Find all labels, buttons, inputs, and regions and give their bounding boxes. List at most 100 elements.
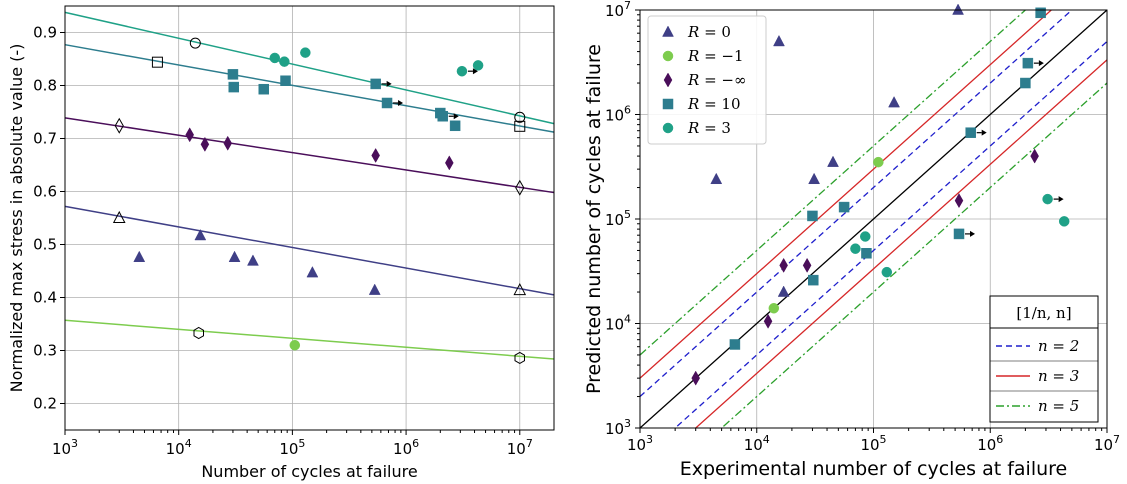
data-point xyxy=(802,257,812,273)
data-point xyxy=(368,283,381,295)
left-y-axis-label: Normalized max stress in absolute value … xyxy=(7,44,26,393)
legend-marker xyxy=(663,72,673,88)
runout-arrow xyxy=(1053,196,1064,203)
legend-label: R = 10 xyxy=(687,95,741,113)
legend-label: R = 3 xyxy=(687,119,731,137)
data-point xyxy=(808,274,819,286)
data-point xyxy=(850,243,861,254)
data-point xyxy=(456,65,468,77)
band-legend-box xyxy=(989,295,1099,423)
data-point xyxy=(223,135,233,151)
data-point xyxy=(300,47,311,58)
legend-marker xyxy=(662,122,674,134)
data-point xyxy=(227,69,239,80)
data-point xyxy=(779,257,788,273)
open-marker xyxy=(114,117,124,134)
runout-arrow xyxy=(448,113,459,120)
data-point xyxy=(472,60,484,71)
fit-line xyxy=(64,11,555,125)
legend-box xyxy=(647,15,767,145)
band-upper-line xyxy=(640,10,1053,379)
x-tick-label: 104 xyxy=(744,433,770,454)
x-tick-label: 105 xyxy=(860,433,886,454)
y-tick-label: 0.3 xyxy=(33,342,57,360)
y-tick-label: 0.5 xyxy=(33,236,57,254)
legend-marker xyxy=(662,50,674,62)
data-point xyxy=(1042,193,1053,205)
open-marker xyxy=(513,283,527,296)
data-point xyxy=(1030,148,1039,164)
data-point xyxy=(200,136,210,152)
x-tick-label: 107 xyxy=(507,437,533,458)
left-fit-lines xyxy=(64,11,555,360)
data-point xyxy=(808,172,821,185)
data-point xyxy=(691,370,700,386)
data-point xyxy=(280,75,291,86)
band-legend-title: [1/n, n] xyxy=(1016,304,1071,322)
left-axes-frame xyxy=(64,5,555,431)
legend-marker xyxy=(662,25,674,37)
data-point xyxy=(279,56,290,67)
runout-arrow xyxy=(381,80,392,87)
runout-arrow xyxy=(467,68,478,75)
data-point xyxy=(763,313,773,329)
band-legend-label: n = 2 xyxy=(1038,337,1079,355)
x-tick-label: 105 xyxy=(279,437,305,458)
data-point xyxy=(729,339,741,350)
data-point xyxy=(371,147,380,163)
data-point xyxy=(1020,77,1031,89)
data-point xyxy=(449,120,461,132)
fit-line xyxy=(64,117,555,194)
data-point xyxy=(247,254,259,266)
data-point xyxy=(445,155,454,171)
y-tick-label: 0.2 xyxy=(33,395,57,413)
right-y-axis-label: Predicted number of cycles at failure xyxy=(583,44,605,394)
left-panel: 103 104 105 106 1070.20.30.40.50.60.70.80.9 … xyxy=(7,5,555,481)
runout-arrow xyxy=(976,129,987,136)
data-point xyxy=(1058,216,1070,227)
band-lower-line xyxy=(694,59,1107,428)
band-legend: [1/n, n] n = 2 n = 3 n = 5 xyxy=(989,295,1099,423)
right-band-lines xyxy=(640,10,1107,428)
data-point xyxy=(777,285,790,297)
open-marker xyxy=(112,210,126,223)
y-tick-label: 0.8 xyxy=(33,77,57,95)
runout-arrow xyxy=(393,99,404,106)
series-legend: R = 0 R = −1 R = −∞ R = 10 R = 3 xyxy=(647,15,767,145)
open-marker xyxy=(515,179,525,196)
data-point xyxy=(953,228,965,240)
data-point xyxy=(965,127,976,138)
data-point xyxy=(807,210,818,222)
open-marker xyxy=(151,56,163,68)
band-legend-label: n = 3 xyxy=(1038,367,1079,385)
data-point xyxy=(888,96,900,108)
x-tick-label: 104 xyxy=(166,437,192,458)
data-point xyxy=(860,231,871,242)
data-point xyxy=(437,110,448,122)
data-point xyxy=(952,3,964,15)
data-point xyxy=(228,250,241,262)
left-data-points xyxy=(112,37,527,364)
data-point xyxy=(194,228,207,241)
data-point xyxy=(133,250,146,262)
right-data-points xyxy=(691,3,1070,386)
data-point xyxy=(1035,7,1046,19)
open-marker xyxy=(514,111,526,123)
y-tick-label: 103 xyxy=(605,417,631,438)
open-marker xyxy=(514,120,526,132)
runout-arrow xyxy=(965,230,976,237)
data-point xyxy=(827,155,839,167)
left-ticks: 103 104 105 106 107 0.2 0.3 0.4 0.5 0.6 0.7 0.8 0.9 xyxy=(33,24,533,459)
open-marker xyxy=(514,351,525,364)
data-point xyxy=(710,172,723,185)
data-point xyxy=(269,52,281,64)
legend-label: R = −1 xyxy=(687,47,744,65)
data-point xyxy=(838,201,850,213)
y-tick-label: 107 xyxy=(605,0,631,20)
y-tick-label: 105 xyxy=(605,208,631,229)
fit-line xyxy=(64,205,555,296)
fit-line xyxy=(64,43,555,133)
open-marker xyxy=(193,326,204,340)
data-point xyxy=(954,193,964,209)
